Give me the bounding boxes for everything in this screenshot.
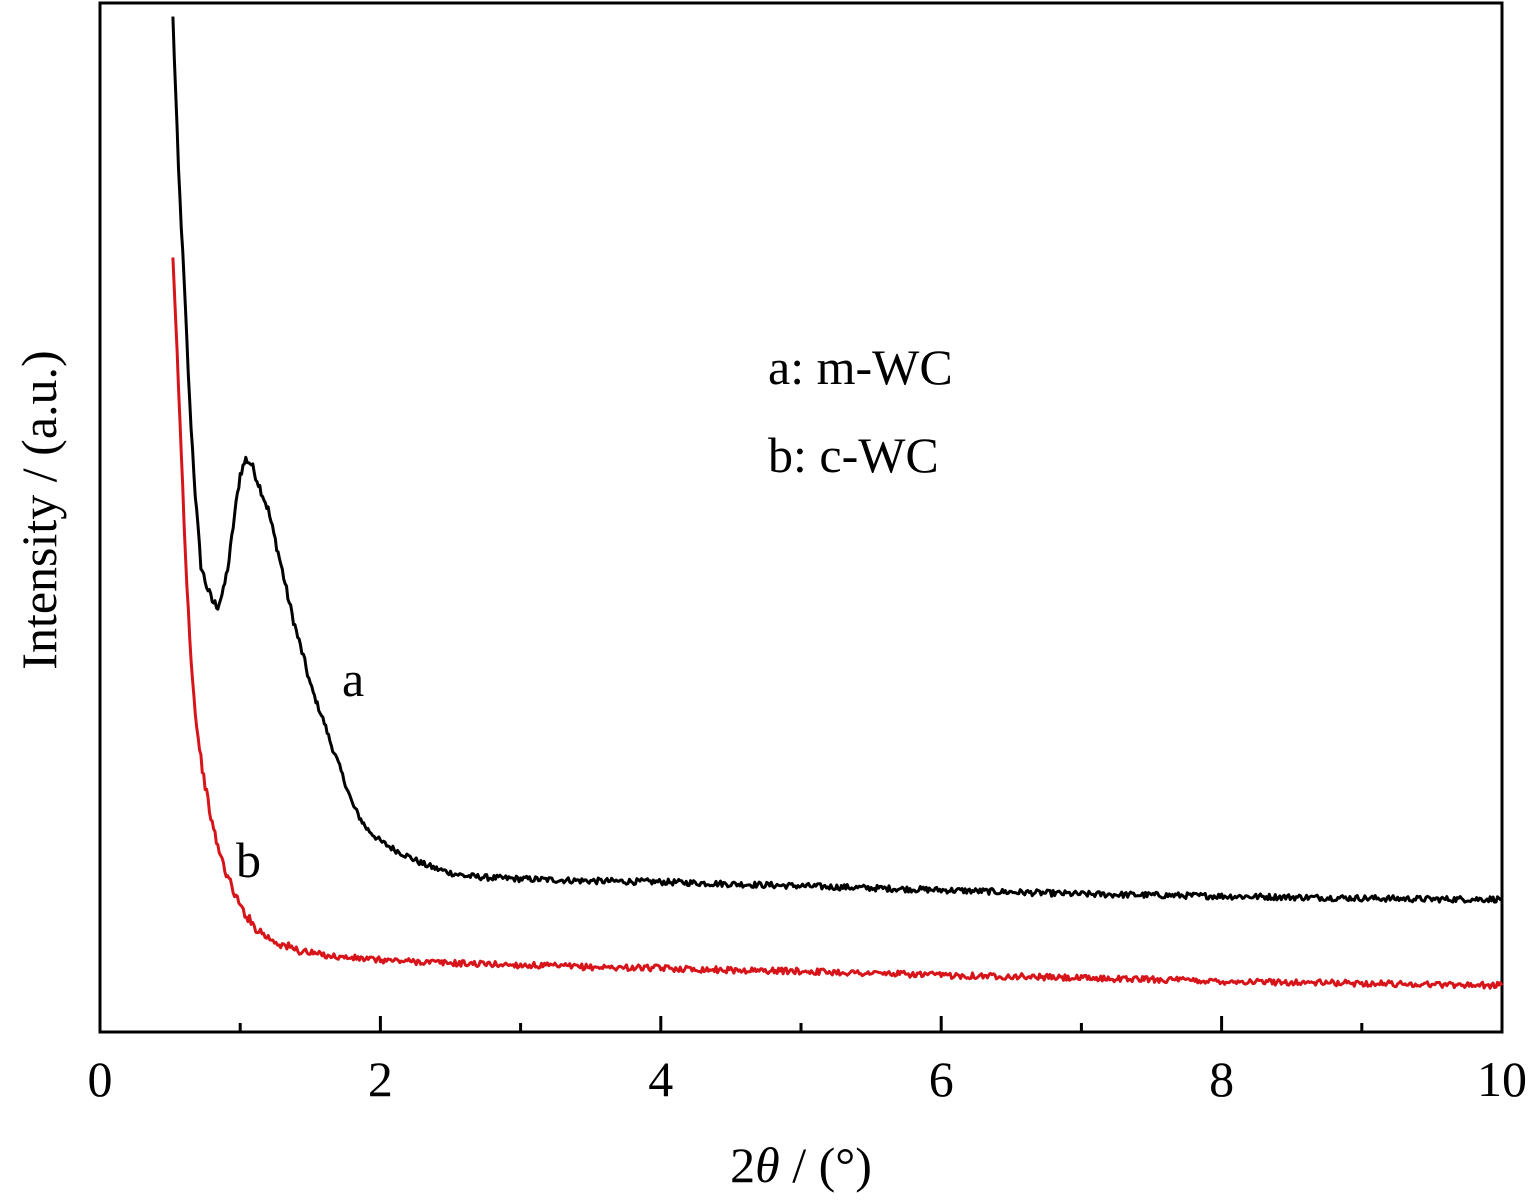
x-tick-label: 6 bbox=[929, 1051, 954, 1107]
x-tick-label: 2 bbox=[368, 1051, 393, 1107]
series-label-b: b bbox=[236, 832, 261, 888]
x-tick-label: 10 bbox=[1477, 1051, 1527, 1107]
series-line-a bbox=[171, 16, 1503, 904]
series-group bbox=[171, 16, 1504, 990]
plot-frame bbox=[98, 1, 1504, 1034]
legend-entry-b: b: c-WC bbox=[768, 427, 939, 483]
series-label-a: a bbox=[342, 651, 364, 707]
x-tick-label: 8 bbox=[1209, 1051, 1234, 1107]
legend: a: m-WC b: c-WC bbox=[768, 339, 953, 483]
x-tick-label: 0 bbox=[88, 1051, 113, 1107]
x-axis-ticks bbox=[98, 1016, 1504, 1032]
x-axis-tick-labels: 0 2 4 6 8 10 bbox=[88, 1051, 1528, 1107]
series-line-b bbox=[171, 257, 1504, 990]
x-axis-title: 2θ / (°) bbox=[730, 1137, 872, 1193]
legend-entry-a: a: m-WC bbox=[768, 339, 953, 395]
y-axis-title: Intensity / (a.u.) bbox=[11, 350, 67, 669]
x-tick-label: 4 bbox=[648, 1051, 673, 1107]
